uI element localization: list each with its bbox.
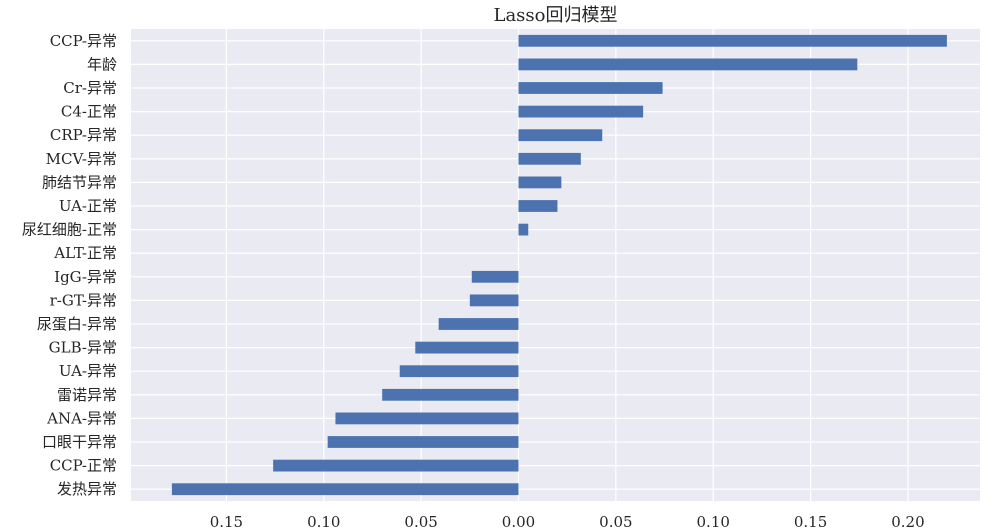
bar — [273, 459, 519, 472]
bar — [335, 412, 519, 425]
bar — [471, 270, 519, 283]
y-tick-label: UA-正常 — [59, 197, 117, 215]
bar — [518, 200, 558, 212]
bars — [171, 34, 947, 496]
bar — [518, 223, 529, 236]
bar — [399, 365, 519, 378]
y-tick-label: CCP-异常 — [50, 32, 117, 50]
y-tick-label: Cr-异常 — [63, 79, 117, 97]
x-tick-label: 0.15 — [794, 513, 827, 531]
y-tick-label: C4-正常 — [61, 103, 117, 121]
bar — [438, 318, 519, 330]
y-tick-label: ANA-异常 — [46, 409, 117, 427]
bar — [518, 82, 663, 94]
y-tick-label: CCP-正常 — [50, 457, 117, 475]
y-tick-label: r-GT-异常 — [50, 291, 117, 309]
bar — [518, 34, 947, 47]
y-tick-label: 口眼干异常 — [42, 433, 117, 451]
x-tick-label: 0.10 — [697, 513, 730, 531]
x-tick-label: 0.05 — [599, 513, 632, 531]
x-tick-label: 0.00 — [502, 513, 535, 531]
bar — [518, 105, 644, 118]
x-tick-label: 0.10 — [307, 513, 340, 531]
y-tick-label: GLB-异常 — [49, 339, 117, 357]
y-tick-label: MCV-异常 — [46, 150, 117, 168]
x-tick-label: 0.20 — [891, 513, 924, 531]
y-tick-label: IgG-异常 — [54, 268, 117, 286]
y-tick-label: CRP-异常 — [50, 126, 117, 144]
y-tick-label: ALT-正常 — [53, 244, 117, 262]
chart-title: Lasso回归模型 — [494, 5, 618, 26]
x-tick-label: 0.05 — [404, 513, 437, 531]
y-tick-label: 年龄 — [87, 55, 117, 73]
x-axis-labels: 0.15 0.10 0.05 0.00 0.05 0.10 0.15 0.20 — [210, 513, 925, 531]
bar — [469, 294, 519, 307]
y-tick-label: 尿红细胞-正常 — [22, 221, 117, 239]
bar — [171, 483, 519, 496]
y-tick-label: 雷诺异常 — [57, 386, 117, 404]
bar — [382, 388, 519, 401]
y-tick-label: 尿蛋白-异常 — [37, 315, 117, 333]
plot-area — [131, 29, 980, 501]
y-tick-label: UA-异常 — [59, 362, 117, 380]
bar — [518, 176, 562, 189]
x-tick-label: 0.15 — [210, 513, 243, 531]
y-tick-label: 肺结节异常 — [42, 173, 117, 191]
bar — [327, 436, 519, 448]
bar — [518, 152, 581, 165]
bar — [415, 341, 519, 354]
bar — [518, 58, 858, 71]
bar — [518, 129, 603, 142]
y-tick-label: 发热异常 — [57, 480, 117, 498]
